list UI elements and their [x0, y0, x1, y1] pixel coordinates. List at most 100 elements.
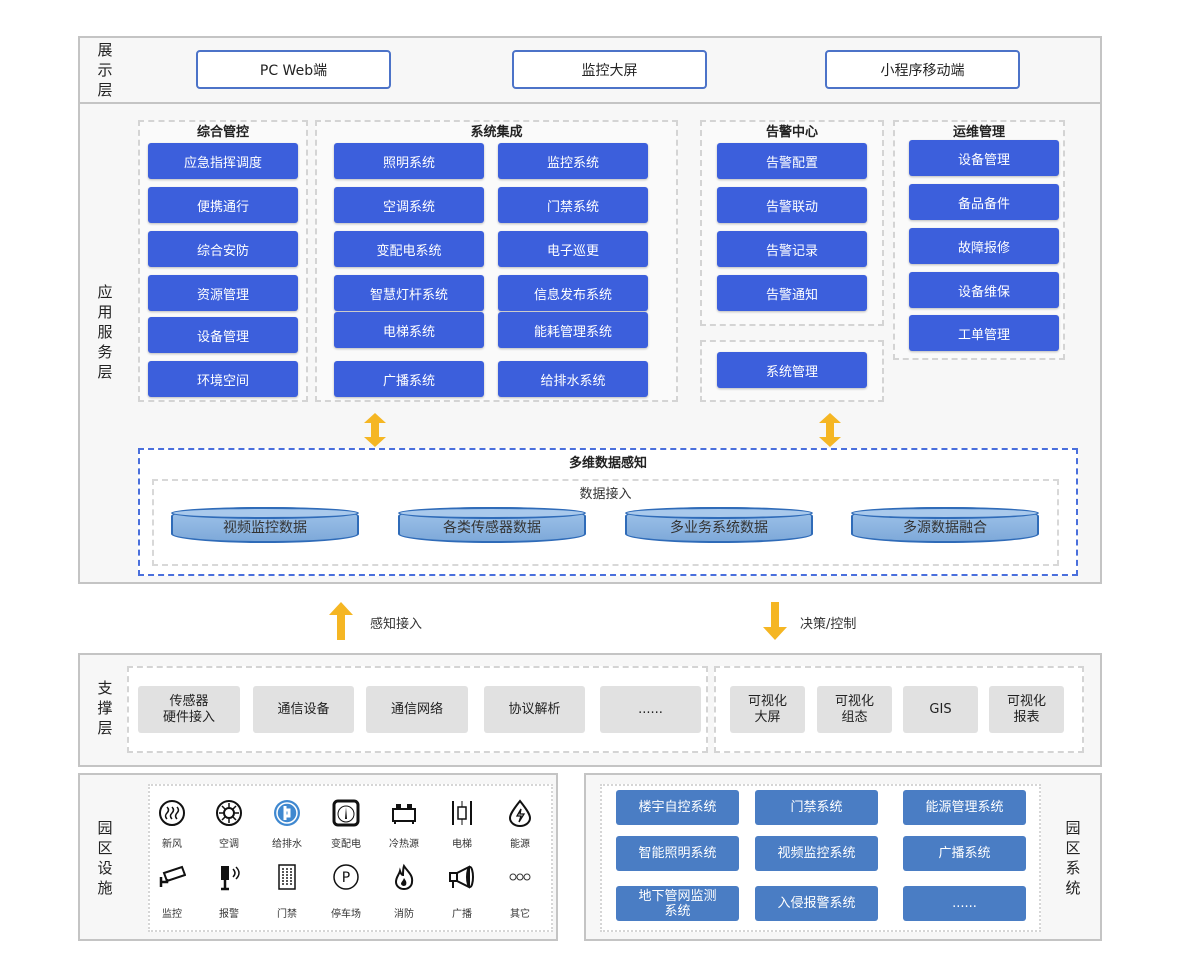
support-item[interactable]: 通信网络 [366, 686, 468, 733]
app-layer-label: 应用服务层 [97, 283, 113, 381]
data-source-label: 视频监控数据 [223, 520, 307, 536]
more-icon [505, 862, 535, 892]
ops-management-item[interactable]: 备品备件 [909, 184, 1059, 220]
integrated-control-item[interactable]: 便携通行 [148, 187, 298, 223]
system-integration-item[interactable]: 给排水系统 [498, 361, 648, 397]
system-integration-item[interactable]: 广播系统 [334, 361, 484, 397]
ops-management-item[interactable]: 设备管理 [909, 140, 1059, 176]
data-source-cylinder: 多源数据融合 [851, 507, 1039, 543]
up-flow-label: 感知接入 [370, 617, 423, 632]
system-integration-item[interactable]: 门禁系统 [498, 187, 648, 223]
park-system-item[interactable]: 门禁系统 [755, 790, 878, 825]
integrated-control-item[interactable]: 综合安防 [148, 231, 298, 267]
water-supply-icon [272, 798, 302, 828]
fresh-air-icon [157, 798, 187, 828]
alarm-center-item[interactable]: 告警联动 [717, 187, 867, 223]
facility-label: 空调 [219, 839, 239, 850]
data-source-label: 各类传感器数据 [443, 520, 541, 536]
park-system-item[interactable]: 广播系统 [903, 836, 1026, 871]
up-arrow-icon [329, 602, 353, 640]
camera-icon [157, 862, 187, 892]
system-integration-item[interactable]: 能耗管理系统 [498, 312, 648, 348]
visualization-item[interactable]: 可视化 组态 [817, 686, 892, 733]
ops-management-item[interactable]: 设备维保 [909, 272, 1059, 308]
facility-label: 监控 [162, 909, 182, 920]
down-flow-label: 决策/控制 [800, 617, 857, 632]
support-item[interactable]: 传感器 硬件接入 [138, 686, 240, 733]
data-source-label: 多源数据融合 [903, 520, 987, 536]
down-arrow-icon [763, 602, 787, 640]
fire-icon [389, 862, 419, 892]
system-integration-item[interactable]: 电子巡更 [498, 231, 648, 267]
data-perception-title: 多维数据感知 [568, 456, 647, 471]
alarm-center-item[interactable]: 告警通知 [717, 275, 867, 311]
alarm-center-item[interactable]: 告警配置 [717, 143, 867, 179]
facility-label: 给排水 [272, 839, 302, 850]
data-source-cylinder: 多业务系统数据 [625, 507, 813, 543]
integrated-control-item[interactable]: 环境空间 [148, 361, 298, 397]
double-arrow-icon [364, 413, 386, 447]
pc-web-button[interactable]: PC Web端 [196, 50, 391, 89]
system-integration-item[interactable]: 变配电系统 [334, 231, 484, 267]
display-layer-label: 展示层 [97, 41, 113, 99]
data-source-label: 多业务系统数据 [670, 520, 768, 536]
integrated-control-item[interactable]: 应急指挥调度 [148, 143, 298, 179]
integrated-control-item[interactable]: 设备管理 [148, 317, 298, 353]
support-item[interactable]: 通信设备 [253, 686, 354, 733]
monitor-screen-button[interactable]: 监控大屏 [512, 50, 707, 89]
elevator-icon [447, 798, 477, 828]
system-integration-item[interactable]: 空调系统 [334, 187, 484, 223]
system-integration-title: 系统集成 [470, 125, 523, 140]
power-meter-icon [331, 798, 361, 828]
data-source-cylinder: 各类传感器数据 [398, 507, 586, 543]
system-integration-item[interactable]: 智慧灯杆系统 [334, 275, 484, 311]
facility-label: 停车场 [331, 909, 361, 920]
facility-label: 冷热源 [389, 839, 419, 850]
data-source-cylinder: 视频监控数据 [171, 507, 359, 543]
park-system-item[interactable]: 能源管理系统 [903, 790, 1026, 825]
park-system-item[interactable]: 视频监控系统 [755, 836, 878, 871]
alarm-icon [214, 862, 244, 892]
system-integration-item[interactable]: 电梯系统 [334, 312, 484, 348]
park-system-item[interactable]: 楼宇自控系统 [616, 790, 739, 825]
megaphone-icon [447, 862, 477, 892]
energy-icon [505, 798, 535, 828]
facility-label: 消防 [394, 909, 414, 920]
visualization-item[interactable]: GIS [903, 686, 978, 733]
access-gate-icon [272, 862, 302, 892]
system-management-button[interactable]: 系统管理 [717, 352, 867, 388]
park-system-item[interactable]: ...... [903, 886, 1026, 921]
ops-management-title: 运维管理 [952, 125, 1005, 140]
system-integration-item[interactable]: 监控系统 [498, 143, 648, 179]
ops-management-item[interactable]: 故障报修 [909, 228, 1059, 264]
park-facilities-label: 园区设施 [97, 819, 113, 897]
facility-label: 广播 [452, 909, 472, 920]
visualization-item[interactable]: 可视化 报表 [989, 686, 1064, 733]
alarm-center-title: 告警中心 [765, 125, 818, 140]
alarm-center-item[interactable]: 告警记录 [717, 231, 867, 267]
facility-label: 门禁 [277, 909, 297, 920]
park-system-item[interactable]: 地下管网监测 系统 [616, 886, 739, 921]
system-integration-item[interactable]: 信息发布系统 [498, 275, 648, 311]
integrated-control-item[interactable]: 资源管理 [148, 275, 298, 311]
support-item[interactable]: 协议解析 [484, 686, 585, 733]
visualization-item[interactable]: 可视化 大屏 [730, 686, 805, 733]
support-item[interactable]: ...... [600, 686, 701, 733]
double-arrow-icon [819, 413, 841, 447]
park-system-item[interactable]: 入侵报警系统 [755, 886, 878, 921]
facility-label: 电梯 [452, 839, 472, 850]
air-conditioner-icon [214, 798, 244, 828]
system-integration-item[interactable]: 照明系统 [334, 143, 484, 179]
heat-source-icon [389, 798, 419, 828]
ops-management-item[interactable]: 工单管理 [909, 315, 1059, 351]
park-system-item[interactable]: 智能照明系统 [616, 836, 739, 871]
facility-label: 其它 [510, 909, 530, 920]
facility-label: 能源 [510, 839, 530, 850]
parking-icon: P [331, 862, 361, 892]
facilities-box [148, 784, 553, 932]
integrated-control-title: 综合管控 [196, 125, 249, 140]
facility-label: 新风 [162, 839, 182, 850]
mini-program-button[interactable]: 小程序移动端 [825, 50, 1020, 89]
facility-label: 变配电 [331, 839, 361, 850]
